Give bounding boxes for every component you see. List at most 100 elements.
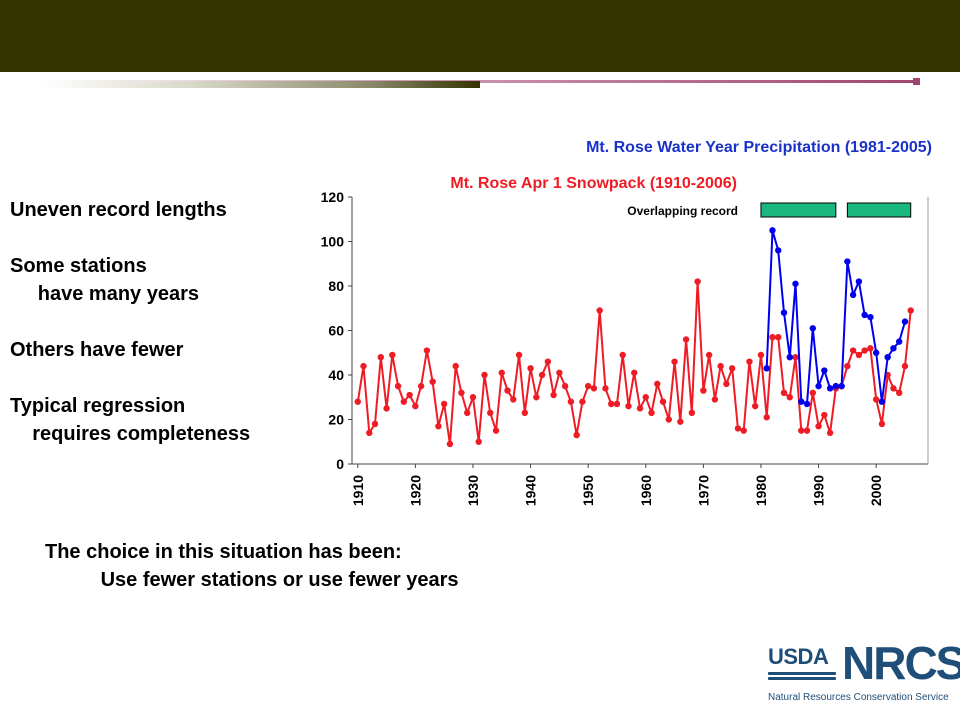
data-point — [821, 367, 828, 374]
x-tick-label: 1920 — [407, 475, 423, 506]
y-tick-label: 100 — [321, 234, 345, 250]
bottom-text-line: The choice in this situation has been: — [45, 541, 402, 563]
data-point — [533, 394, 540, 401]
data-point — [890, 385, 897, 392]
nrcs-wordmark: NRCS — [842, 637, 960, 689]
data-point — [728, 365, 736, 372]
chart-subtitle: Mt. Rose Apr 1 Snowpack (1910-2006) — [450, 175, 737, 192]
y-tick-label: 60 — [328, 323, 344, 339]
data-point — [855, 278, 863, 285]
data-point — [423, 347, 431, 354]
x-tick-label: 1930 — [465, 475, 481, 506]
snowpack-chart: 0 20 40 60 80 100 120 1910 1920 1930 1940 1950 1960 1… — [321, 139, 932, 506]
overlap-annotation: Overlapping record — [627, 204, 738, 218]
data-point — [521, 409, 528, 417]
data-point — [878, 398, 886, 405]
data-point — [867, 345, 874, 352]
data-point — [417, 382, 425, 390]
gradient-stripe — [40, 81, 480, 88]
data-point — [746, 358, 753, 365]
data-point — [596, 307, 603, 314]
y-tick-label: 0 — [336, 456, 344, 472]
data-point — [907, 307, 914, 314]
data-point — [504, 387, 511, 394]
data-point — [469, 394, 477, 401]
data-point — [677, 418, 684, 425]
data-point — [440, 400, 448, 408]
data-point — [844, 258, 851, 265]
usda-wordmark: USDA — [768, 644, 829, 669]
data-point — [832, 382, 840, 390]
data-point — [613, 400, 621, 408]
data-point — [487, 409, 494, 417]
data-point — [826, 429, 834, 437]
data-point — [573, 431, 580, 439]
data-point — [798, 398, 805, 405]
data-point — [694, 278, 701, 285]
data-point — [412, 402, 419, 410]
data-point — [890, 345, 897, 352]
left-text-line: Uneven record lengths — [10, 199, 227, 221]
data-point — [821, 411, 828, 419]
data-point — [510, 396, 517, 403]
data-point — [383, 405, 390, 412]
data-point — [625, 402, 632, 410]
data-point — [809, 389, 816, 396]
overlap-range-bar — [846, 202, 912, 218]
data-point — [705, 351, 713, 359]
data-point — [896, 338, 903, 345]
data-point — [803, 400, 811, 408]
usda-nrcs-logo: USDA NRCS Natural Resources Conservation… — [764, 636, 960, 708]
data-point — [394, 382, 402, 390]
data-point — [590, 385, 598, 392]
usda-logo-lines — [768, 672, 836, 684]
data-point — [452, 362, 459, 370]
data-point — [878, 420, 886, 428]
data-point — [619, 351, 626, 359]
data-point — [682, 336, 690, 343]
data-point — [354, 398, 361, 405]
data-point — [654, 380, 661, 388]
bottom-text-block: The choice in this situation has been: U… — [45, 538, 459, 594]
data-point — [786, 394, 793, 401]
data-point — [780, 389, 788, 396]
data-point — [498, 369, 505, 376]
x-tick-label: 1970 — [695, 475, 711, 506]
data-point — [717, 362, 724, 370]
bottom-text-line: Use fewer stations or use fewer years — [45, 569, 459, 591]
data-point — [406, 391, 413, 399]
data-point — [492, 427, 500, 434]
x-tick-label: 2000 — [868, 475, 884, 506]
data-point — [527, 365, 534, 372]
left-text-line: Others have fewer — [10, 339, 184, 361]
left-text-line: Some stations — [10, 255, 147, 277]
data-point — [769, 227, 776, 234]
chart-series — [354, 227, 914, 448]
y-tick-label: 40 — [328, 367, 344, 383]
data-point — [544, 358, 552, 365]
data-point — [579, 398, 586, 405]
nrcs-subtitle: Natural Resources Conservation Service — [768, 692, 949, 703]
data-point — [636, 405, 644, 412]
x-tick-label: 1910 — [350, 475, 366, 506]
y-tick-label: 80 — [328, 278, 344, 294]
left-text-block: Uneven record lengths Some stations have… — [10, 196, 250, 448]
data-point — [550, 391, 557, 399]
data-point — [734, 425, 742, 432]
data-point — [429, 378, 436, 385]
data-point — [792, 280, 799, 287]
data-point — [884, 354, 891, 361]
data-point — [475, 438, 482, 445]
data-point — [389, 351, 396, 359]
data-point — [769, 333, 776, 341]
overlap-range-bar — [760, 202, 837, 218]
data-point — [700, 387, 707, 394]
overlap-markers — [760, 202, 912, 218]
data-point — [826, 385, 834, 392]
data-point — [561, 382, 569, 390]
data-point — [872, 396, 880, 403]
data-point — [775, 333, 782, 341]
data-point — [844, 362, 851, 370]
data-point — [360, 362, 367, 370]
data-point — [867, 313, 874, 321]
